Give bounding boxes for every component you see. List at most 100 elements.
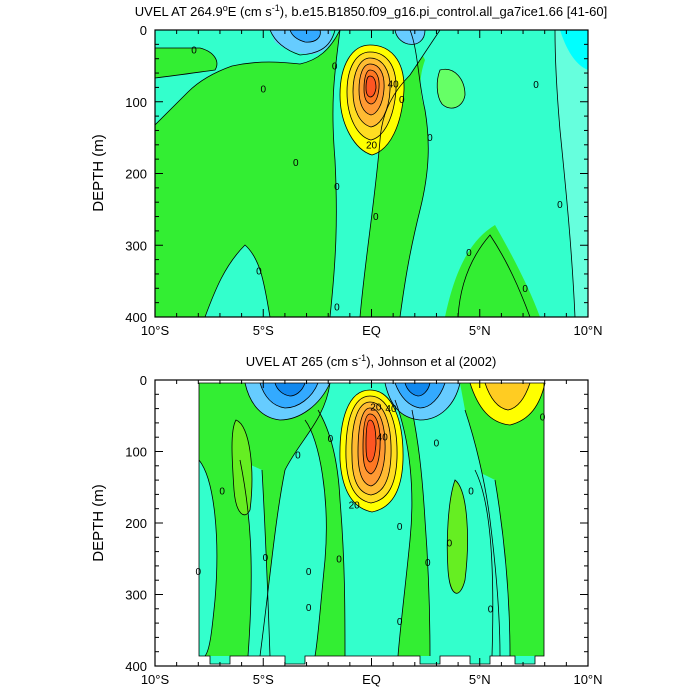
contour-fill-model	[155, 30, 588, 317]
contour-line	[204, 244, 271, 317]
contour-line	[317, 409, 346, 657]
contour-line	[289, 30, 321, 43]
contour-line	[394, 399, 413, 657]
x-tick-label: 5°S	[253, 672, 274, 687]
blue-band-top-center	[395, 30, 425, 45]
contour-line	[394, 30, 426, 45]
title-part: UVEL AT 265 (cm s	[246, 354, 359, 369]
contour-line	[345, 395, 398, 504]
contour-label: 0	[256, 267, 262, 278]
contour-label: 20	[349, 501, 361, 512]
y-tick-label: 0	[140, 23, 147, 38]
green-region-left-tongue	[155, 48, 217, 78]
contour-line	[259, 382, 331, 657]
contour-line	[231, 419, 253, 516]
x-tick-label: 5°N	[469, 323, 491, 338]
y-tick-label: 100	[125, 95, 147, 110]
contour-label: 0	[533, 80, 539, 91]
contour-line	[494, 479, 511, 657]
contour-line	[269, 30, 336, 56]
green-patch-left	[232, 420, 252, 515]
y-tick-label: 300	[125, 238, 147, 253]
contour-line	[359, 30, 441, 317]
contour-label: 0	[334, 182, 340, 193]
contour-line	[346, 51, 397, 141]
contour-line	[399, 30, 429, 317]
contour-label: 0	[306, 567, 312, 578]
contour-label: 0	[488, 604, 494, 615]
contour-label: 0	[557, 200, 563, 211]
cyan-top-right	[560, 30, 588, 70]
light-cyan-right-edge	[555, 30, 588, 317]
contour-label: 20	[366, 140, 378, 151]
y-axis-label-model: DEPTH (m)	[90, 134, 107, 212]
x-tick-label: 10°N	[573, 672, 602, 687]
contour-labels-model: 0 0 0 0 0 0 0 0 0 0 0 0 0 0 40 20	[191, 46, 563, 314]
contour-lines-model	[155, 30, 576, 317]
x-tick-label: EQ	[362, 323, 381, 338]
x-tick-label: 5°S	[253, 323, 274, 338]
contour-line	[363, 69, 380, 105]
contour-fill-observed	[155, 380, 588, 666]
contour-line	[446, 479, 468, 594]
contour-line	[339, 389, 404, 513]
x-tick-label: EQ	[362, 672, 381, 687]
y-tick-label: 200	[125, 516, 147, 531]
contour-line	[304, 419, 327, 657]
contour-label: 0	[434, 438, 440, 449]
contour-line	[365, 75, 377, 98]
contour-line	[329, 30, 341, 317]
contour-label: 0	[334, 302, 340, 313]
contour-line	[484, 382, 531, 411]
contour-label: 0	[263, 553, 269, 564]
contour-line	[244, 382, 331, 421]
x-tick-label: 10°S	[141, 323, 170, 338]
contour-label: 0	[522, 284, 528, 295]
green-patch-right	[437, 69, 465, 109]
title-part: -1	[272, 3, 280, 13]
contour-label: 0	[466, 248, 472, 259]
contour-lines-observed	[198, 382, 546, 665]
title-part: o	[223, 3, 228, 13]
green-band-center-left	[305, 410, 345, 656]
contour-label: 0	[447, 539, 453, 550]
contour-line	[464, 409, 501, 657]
y-tick-label: 200	[125, 167, 147, 182]
contour-line	[457, 234, 531, 317]
contour-line	[339, 44, 405, 156]
contour-line	[351, 401, 392, 496]
contour-line	[554, 30, 576, 317]
chart-title-model: UVEL AT 264.9oE (cm s-1), b.e15.B1850.f0…	[135, 3, 607, 19]
contour-line	[155, 30, 341, 126]
cyan-tongue-left-1	[199, 460, 217, 656]
y-tick-label: 400	[125, 659, 147, 674]
contour-line	[155, 47, 218, 79]
contour-label: 0	[260, 84, 266, 95]
contour-label: 40	[377, 433, 389, 444]
green-region-right-lower	[458, 235, 530, 317]
title-part: -1	[358, 353, 366, 363]
contour-label: 0	[399, 95, 405, 106]
contour-label: 0	[336, 554, 342, 565]
contour-label: 0	[219, 486, 225, 497]
contour-label: 0	[540, 413, 546, 424]
contour-label: 0	[397, 617, 403, 628]
contour-line	[357, 407, 386, 487]
blue-band-top-inner	[290, 30, 321, 43]
cyan-region-lower-left	[205, 245, 270, 317]
contour-label: 0	[373, 212, 379, 223]
title-part: ), Johnson et al (2002)	[366, 354, 496, 369]
contour-label: 20	[370, 403, 382, 414]
contour-label: 0	[196, 567, 202, 578]
green-band-right	[460, 383, 544, 656]
contour-label: 40	[388, 79, 400, 90]
contour-line	[352, 57, 391, 128]
x-tick-label: 5°N	[469, 672, 491, 687]
contour-line	[259, 382, 319, 409]
contour-label: 0	[397, 522, 403, 533]
